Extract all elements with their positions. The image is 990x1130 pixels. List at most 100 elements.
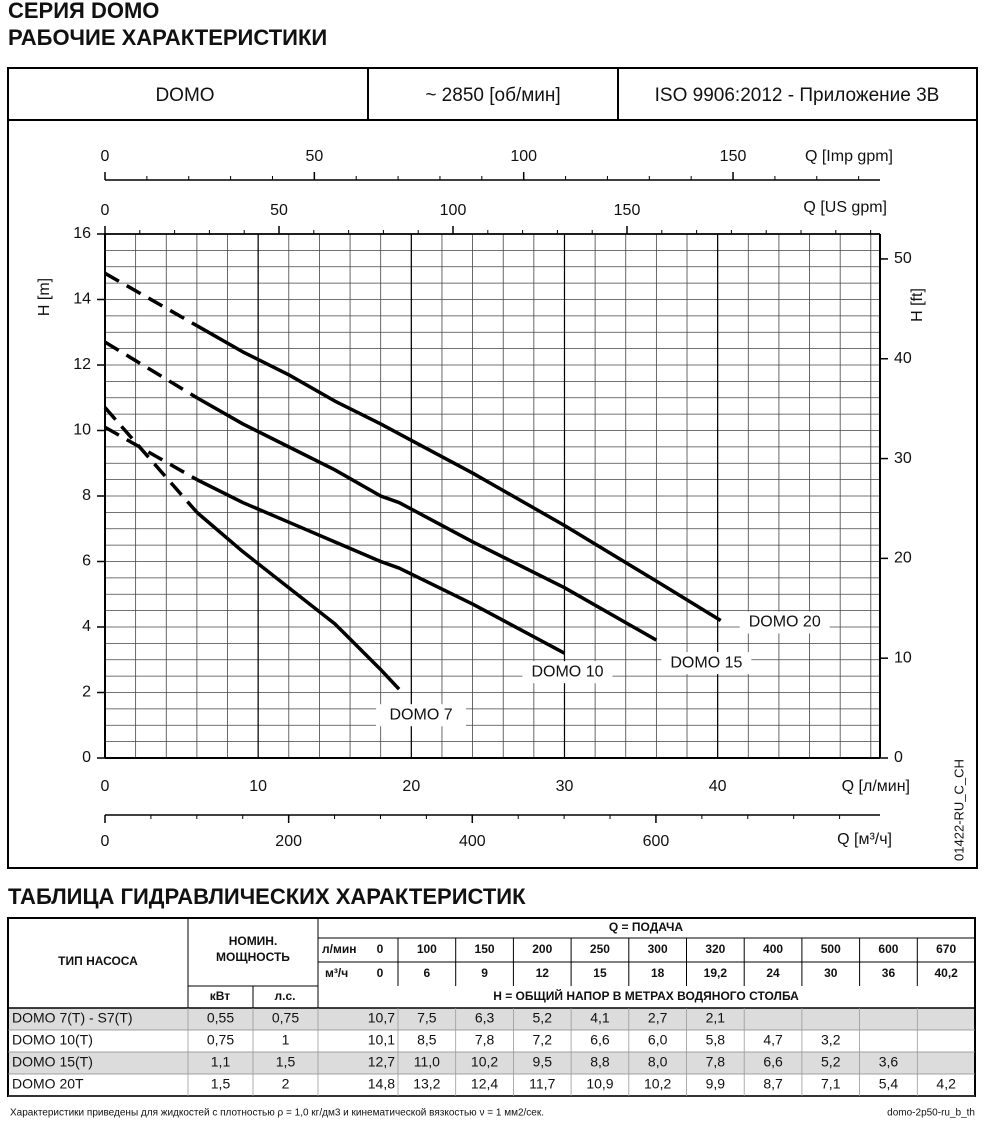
x-tick-label: 100 (440, 202, 467, 219)
x-tick-label: 20 (402, 778, 420, 795)
subtitle: РАБОЧИЕ ХАРАКТЕРИСТИКИ (8, 25, 327, 50)
y2-tick-label: 20 (894, 550, 912, 567)
unit: м³/ч (325, 966, 348, 980)
unit: л/мин (322, 942, 356, 956)
power-value: 1,5 (211, 1076, 231, 1092)
flow-value: 400 (763, 942, 783, 956)
pump-type: DOMO 7(T) - S7(T) (12, 1010, 133, 1026)
table-title: ТАБЛИЦА ГИДРАВЛИЧЕСКИХ ХАРАКТЕРИСТИК (8, 884, 526, 909)
pump-type: DOMO 15(T) (12, 1054, 93, 1070)
power-value: 1 (282, 1032, 290, 1048)
q-header: Q = ПОДАЧА (609, 920, 684, 934)
series-label: DOMO 7 (390, 706, 453, 723)
head-value: 5,4 (879, 1076, 899, 1092)
flow-value: 0 (377, 942, 384, 956)
head-value: 8,8 (590, 1054, 610, 1070)
curve-dashed (104, 340, 198, 400)
label-box (522, 661, 613, 684)
axis-label: H [m] (36, 278, 53, 316)
head-value: 6,6 (590, 1032, 610, 1048)
x-tick-label: 150 (720, 148, 747, 165)
flow-value: 200 (532, 942, 552, 956)
axis-label: H [ft] (909, 288, 926, 322)
power-value: 1,1 (211, 1054, 231, 1070)
y-tick-label: 8 (82, 487, 91, 504)
head-value: 6,6 (763, 1054, 783, 1070)
head-value: 14,8 (368, 1076, 395, 1092)
axis-label: Q [US gpm] (803, 199, 887, 216)
power-header: МОЩНОСТЬ (216, 950, 290, 964)
y2-tick-label: 30 (894, 450, 912, 467)
curve-dashed (103, 406, 199, 514)
y-tick-label: 6 (82, 553, 91, 570)
head-value: 7,1 (821, 1076, 841, 1092)
head-value: 3,2 (821, 1032, 841, 1048)
y-tick-label: 4 (82, 618, 91, 635)
y-tick-label: 2 (82, 684, 91, 701)
power-value: 0,75 (207, 1032, 234, 1048)
head-value: 4,2 (936, 1076, 956, 1092)
x-tick-label: 0 (101, 148, 110, 165)
unit: кВт (210, 989, 231, 1003)
series-label: DOMO 10 (531, 663, 603, 680)
x-tick-label: 200 (275, 833, 302, 850)
head-header: H = ОБЩИЙ НАПОР В МЕТРАХ ВОДЯНОГО СТОЛБА (493, 988, 799, 1003)
head-value: 8,0 (648, 1054, 668, 1070)
y-tick-label: 12 (73, 356, 91, 373)
y2-tick-label: 50 (894, 250, 912, 267)
pump-type: DOMO 10(T) (12, 1032, 93, 1048)
y2-tick-label: 40 (894, 350, 912, 367)
x-tick-label: 400 (459, 833, 486, 850)
head-value: 11,0 (414, 1054, 440, 1070)
head-value: 12,4 (471, 1076, 498, 1092)
x-tick-label: 0 (101, 833, 110, 850)
head-value: 10,2 (471, 1054, 498, 1070)
x-tick-label: 150 (614, 202, 641, 219)
flow-value: 300 (648, 942, 668, 956)
y-tick-label: 10 (73, 422, 91, 439)
head-value: 7,2 (533, 1032, 553, 1048)
flow-value: 15 (593, 966, 607, 980)
power-value: 2 (282, 1076, 290, 1092)
y-tick-label: 0 (82, 749, 91, 766)
type-header: ТИП НАСОСА (58, 954, 138, 968)
row-shade (8, 1052, 975, 1074)
head-value: 12,7 (368, 1054, 395, 1070)
x-tick-label: 0 (101, 778, 110, 795)
head-value: 8,7 (763, 1076, 783, 1092)
head-value: 9,9 (706, 1076, 726, 1092)
head-value: 10,9 (586, 1076, 613, 1092)
head-value: 4,7 (763, 1032, 783, 1048)
info-model: DOMO (155, 85, 214, 106)
curve (196, 324, 722, 622)
head-value: 6,0 (648, 1032, 668, 1048)
series-label: DOMO 15 (670, 654, 742, 671)
power-header: НОМИН. (229, 934, 278, 948)
chart-code: 01422-RU_C_CH (951, 759, 966, 861)
axis-label: Q [Imp gpm] (805, 148, 893, 165)
head-value: 3,6 (879, 1054, 899, 1070)
flow-value: 18 (651, 966, 665, 980)
head-value: 2,7 (648, 1010, 668, 1026)
flow-value: 150 (475, 942, 495, 956)
flow-value: 670 (936, 942, 956, 956)
flow-value: 320 (705, 942, 725, 956)
x-tick-label: 600 (643, 833, 670, 850)
unit: л.с. (275, 989, 296, 1003)
info-standard: ISO 9906:2012 - Приложение 3B (655, 85, 940, 106)
flow-value: 12 (536, 966, 550, 980)
axis-label: Q [л/мин] (842, 778, 910, 795)
label-box (661, 652, 752, 675)
power-value: 1,5 (276, 1054, 296, 1070)
head-value: 4,1 (590, 1010, 610, 1026)
curve-dashed (104, 271, 198, 328)
head-value: 13,2 (413, 1076, 440, 1092)
flow-value: 0 (377, 966, 384, 980)
pump-type: DOMO 20T (12, 1076, 84, 1092)
flow-value: 40,2 (934, 966, 958, 980)
head-value: 8,5 (417, 1032, 437, 1048)
head-value: 6,3 (475, 1010, 495, 1026)
label-box (739, 611, 830, 634)
head-value: 7,8 (475, 1032, 495, 1048)
